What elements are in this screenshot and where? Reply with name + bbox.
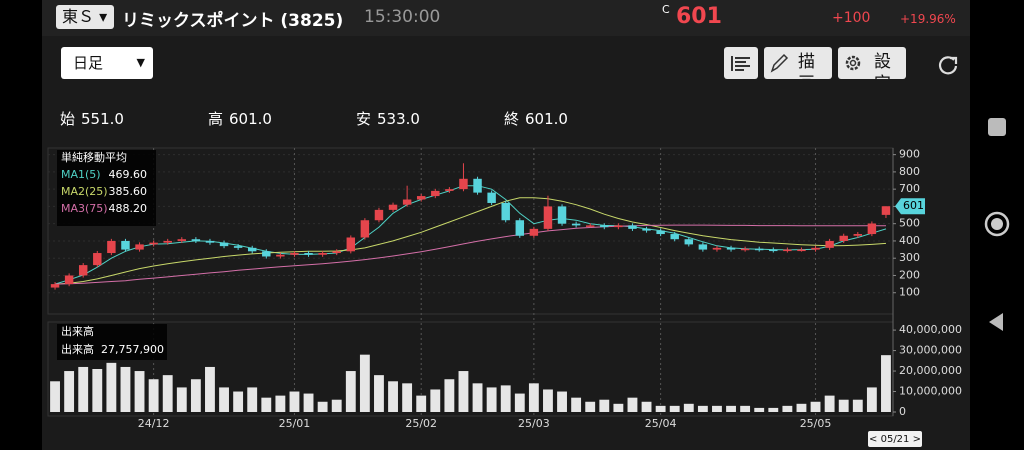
- change: +100: [832, 10, 871, 26]
- settings-label: 設定: [874, 52, 891, 79]
- pencil-icon: [770, 53, 789, 73]
- draw-button[interactable]: 描画: [764, 47, 832, 79]
- list-icon: [731, 56, 750, 71]
- ohlc-item: 安 533.0: [356, 108, 420, 129]
- ohlc-label: 高: [208, 110, 224, 128]
- price: 601: [676, 4, 722, 29]
- exchange: 東Ｓ: [62, 7, 95, 26]
- ohlc-value: 601.0: [525, 110, 568, 128]
- draw-label: 描画: [798, 52, 815, 79]
- nav-back[interactable]: [986, 310, 1010, 334]
- stock-title: リミックスポイント (3825): [122, 11, 344, 31]
- gear-icon: [845, 55, 861, 71]
- nav-home[interactable]: [982, 209, 1012, 239]
- header-bar: [42, 0, 970, 36]
- time: 15:30:00: [364, 7, 441, 27]
- ohlc-value: 533.0: [377, 110, 420, 128]
- period-select[interactable]: 日足 ▼: [61, 47, 153, 79]
- ohlc-item: 終 601.0: [504, 108, 568, 129]
- refresh-button[interactable]: [936, 52, 960, 76]
- ohlc-value: 551.0: [81, 110, 124, 128]
- ohlc-item: 始 551.0: [60, 108, 124, 129]
- ohlc-label: 始: [60, 110, 76, 128]
- indicator-button[interactable]: [724, 47, 758, 79]
- change-pct: +19.96%: [900, 12, 956, 26]
- nav-recent[interactable]: [988, 118, 1006, 136]
- ohlc-label: 終: [504, 110, 520, 128]
- ohlc-item: 高 601.0: [208, 108, 272, 129]
- price-flag: C: [662, 3, 670, 16]
- ohlc-value: 601.0: [229, 110, 272, 128]
- period: 日足: [73, 54, 104, 72]
- settings-button[interactable]: 設定: [838, 47, 906, 79]
- exchange-select[interactable]: 東Ｓ ▾: [56, 5, 114, 29]
- ohlc-label: 安: [356, 110, 372, 128]
